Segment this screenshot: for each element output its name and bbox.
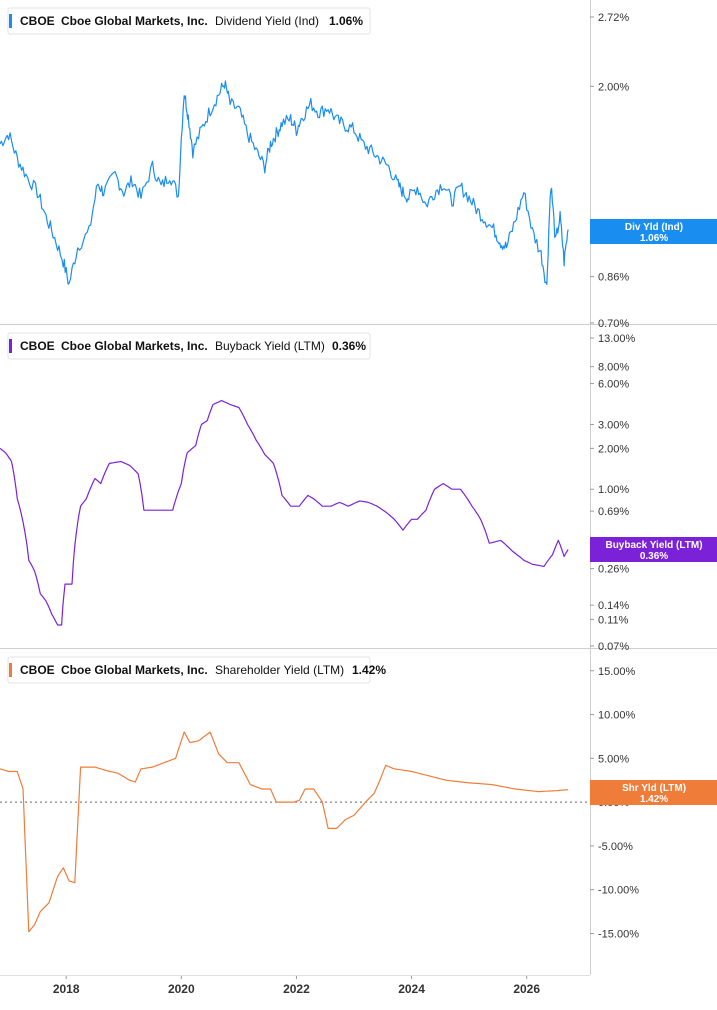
x-tick-label: 2018 bbox=[53, 982, 80, 996]
legend-company: Cboe Global Markets, Inc. bbox=[61, 663, 208, 677]
y-tick-label: 0.86% bbox=[598, 272, 629, 284]
value-tag bbox=[590, 780, 717, 805]
legend-ticker: CBOE bbox=[20, 339, 55, 353]
y-tick-label: 0.69% bbox=[598, 506, 629, 518]
legend-metric: Buyback Yield (LTM) bbox=[215, 339, 325, 353]
legend-current-value: 1.42% bbox=[352, 663, 386, 677]
y-tick-label: -5.00% bbox=[598, 841, 633, 853]
y-tick-label: 13.00% bbox=[598, 333, 636, 345]
y-tick-label: 2.00% bbox=[598, 443, 629, 455]
legend-current-value: 0.36% bbox=[332, 339, 366, 353]
value-tag bbox=[590, 537, 717, 562]
y-tick-label: 0.07% bbox=[598, 641, 629, 653]
series-line bbox=[0, 80, 569, 285]
y-tick-label: -15.00% bbox=[598, 928, 639, 940]
y-tick-label: 0.14% bbox=[598, 600, 629, 612]
y-tick-label: 3.00% bbox=[598, 419, 629, 431]
legend-box bbox=[7, 656, 371, 684]
legend-metric: Dividend Yield (Ind) bbox=[215, 14, 319, 28]
value-tag-label: Buyback Yield (LTM) bbox=[605, 540, 702, 551]
x-tick-label: 2022 bbox=[283, 982, 310, 996]
legend-swatch bbox=[9, 339, 12, 353]
legend-box bbox=[7, 332, 371, 360]
y-tick-label: 10.00% bbox=[598, 710, 636, 722]
legend-ticker: CBOE bbox=[20, 14, 55, 28]
x-tick-label: 2020 bbox=[168, 982, 195, 996]
value-tag-value: 1.06% bbox=[640, 233, 668, 244]
legend-current-value: 1.06% bbox=[329, 14, 363, 28]
y-tick-label: 6.00% bbox=[598, 379, 629, 391]
value-tag-value: 1.42% bbox=[640, 794, 668, 805]
series-line bbox=[0, 731, 569, 933]
legend-ticker: CBOE bbox=[20, 663, 55, 677]
y-tick-label: 0.11% bbox=[598, 614, 629, 626]
legend-swatch bbox=[9, 663, 12, 677]
y-tick-label: -10.00% bbox=[598, 885, 639, 897]
y-tick-label: 8.00% bbox=[598, 362, 629, 374]
y-tick-label: 15.00% bbox=[598, 666, 636, 678]
y-tick-label: 1.00% bbox=[598, 484, 629, 496]
value-tag-label: Shr Yld (LTM) bbox=[622, 783, 686, 794]
legend-company: Cboe Global Markets, Inc. bbox=[61, 339, 208, 353]
legend-metric: Shareholder Yield (LTM) bbox=[215, 663, 344, 677]
y-tick-label: 2.00% bbox=[598, 81, 629, 93]
x-tick-label: 2026 bbox=[513, 982, 540, 996]
value-tag-value: 0.36% bbox=[640, 551, 668, 562]
y-tick-label: 0.26% bbox=[598, 564, 629, 576]
value-tag bbox=[590, 219, 717, 244]
legend-company: Cboe Global Markets, Inc. bbox=[61, 14, 208, 28]
y-tick-label: 0.70% bbox=[598, 318, 629, 330]
y-tick-label: 2.72% bbox=[598, 12, 629, 24]
legend-swatch bbox=[9, 14, 12, 28]
value-tag-label: Div Yld (Ind) bbox=[625, 222, 683, 233]
legend-box bbox=[7, 7, 371, 35]
y-tick-label: 5.00% bbox=[598, 753, 629, 765]
series-line bbox=[0, 399, 569, 626]
x-tick-label: 2024 bbox=[398, 982, 425, 996]
